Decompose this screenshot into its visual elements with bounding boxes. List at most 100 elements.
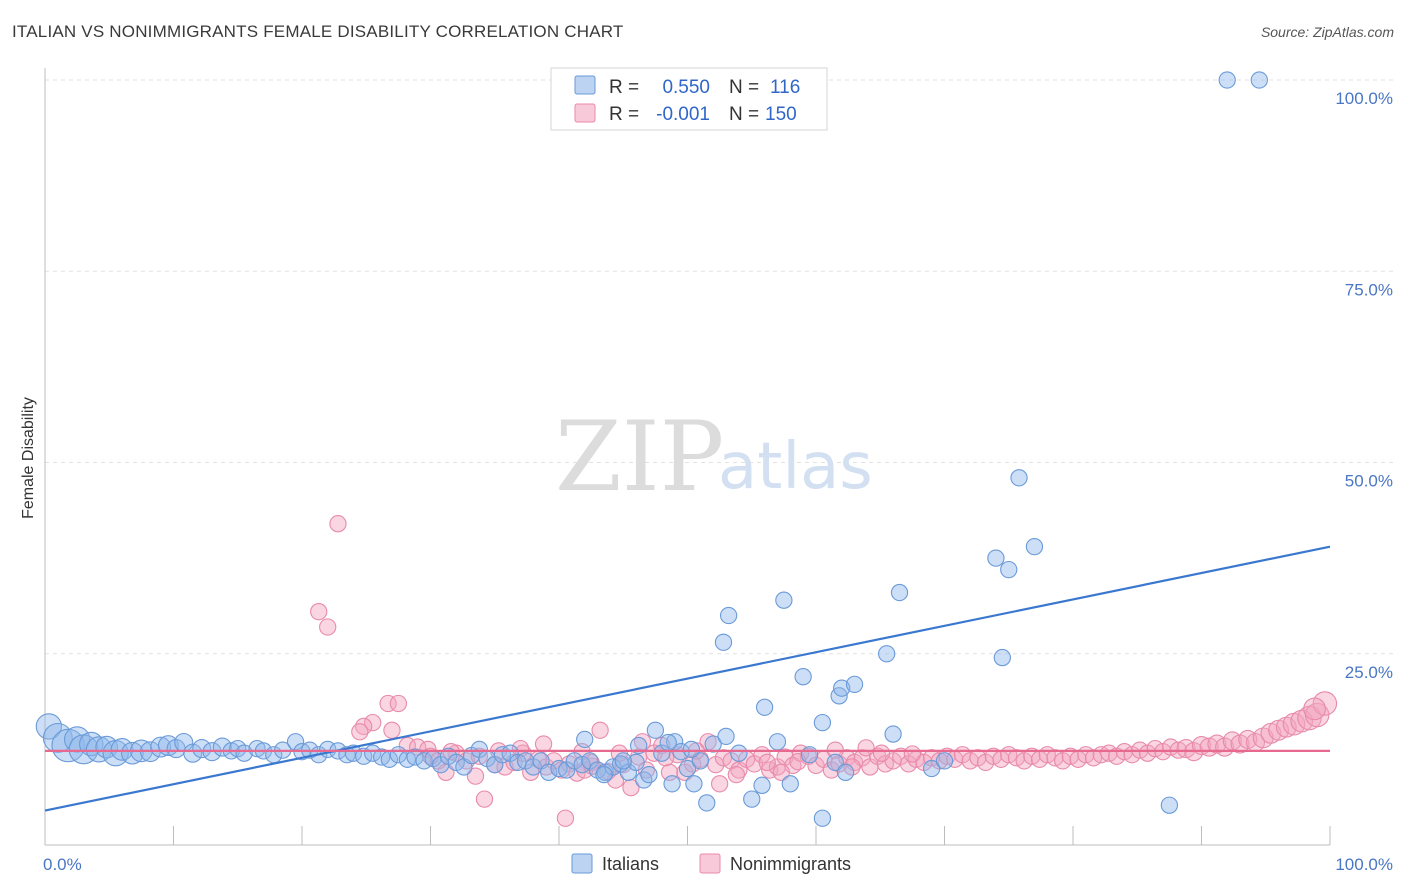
nonimmigrants-point [872,744,891,762]
nonimmigrants-point [772,763,790,781]
legend-n-value-nonimmigrants: 150 [765,104,797,125]
axes [44,68,1331,846]
italians-point [813,809,832,827]
italians-point [1000,560,1018,579]
italians-point [653,744,671,762]
italians-point [714,633,733,651]
nonimmigrants-point [758,753,776,772]
italians-point [890,583,909,602]
legend-n-label-nonimmigrants: N = [729,104,759,125]
italians-point [42,722,73,753]
y-tick-label: 50.0% [1345,472,1393,491]
x-tick-label-min: 0.0% [43,855,82,874]
italians-point [576,730,594,749]
nonimmigrants-point [419,740,437,759]
nonimmigrants-point [710,775,729,793]
y-axis-label: Female Disability [20,397,37,519]
legend-r-label-italians: R = [609,77,639,98]
italians-point [364,744,382,762]
italians-point [355,747,373,765]
italians-point [1025,538,1044,556]
italians-point [987,549,1005,567]
legend-r-value-italians: 0.550 [662,77,710,98]
y-tick-labels: 25.0% 50.0% 75.0% 100.0% [1335,89,1393,682]
nonimmigrants-point [351,723,369,741]
nonimmigrants-point [1176,739,1196,759]
legend-n-value-italians: 116 [770,77,800,98]
trend-lines [44,545,1331,812]
italians-point [659,733,677,752]
nonimmigrants-point [591,721,609,739]
nonimmigrants-point [379,694,397,713]
nonimmigrants-point [857,739,875,757]
italians-point [935,752,954,770]
italians-point [685,775,703,793]
chart-title: ITALIAN VS NONIMMIGRANTS FEMALE DISABILI… [12,22,624,41]
x-tick-labels: 0.0% 100.0% [43,855,1393,874]
italians-point [878,645,896,663]
nonimmigrants-point [1290,709,1314,733]
italians-point [717,727,735,746]
italians-point [923,759,941,778]
italians-point [678,759,697,778]
nonimmigrants-point [475,790,494,808]
italians-point [121,741,144,765]
italians-point [640,765,658,784]
italians-point [813,713,832,732]
italians-point [614,752,632,770]
watermark-atlas: atlas [718,430,873,504]
grid-lines [45,79,1395,655]
stats-legend-box [550,67,828,131]
italians-point [768,733,787,751]
nonimmigrants-point [310,603,328,621]
italians-point [630,736,648,755]
italians-point [406,748,424,766]
italians-point [1250,71,1268,89]
italians-point [781,775,799,793]
italians-point [150,736,172,758]
nonimmigrants-point [466,767,485,785]
italians-point [595,765,613,784]
series-legend-label-nonimmigrants: Nonimmigrants [730,854,851,874]
series-legend-swatch-nonimmigrants [699,853,721,874]
stats-legend: R = 0.550 N = 116 R = -0.001 N = 150 [550,67,828,131]
italians-point [248,739,266,758]
chart-source: Source: ZipAtlas.com [1260,24,1394,40]
legend-r-label-nonimmigrants: R = [609,104,639,125]
italians-point [691,752,710,770]
italians-point [63,726,91,753]
y-tick-label: 75.0% [1345,280,1393,299]
nonimmigrants-point [903,745,922,763]
italians-point [646,721,665,739]
series-legend: Italians Nonimmigrants [571,853,851,874]
italians-point [635,771,653,789]
legend-swatch-italians [574,75,596,95]
italians-point [753,776,771,794]
legend-swatch-nonimmigrants [574,103,596,123]
italians-point [698,794,716,812]
italians-point [833,679,851,697]
nonimmigrants-point [389,694,408,713]
italians-point [993,648,1011,667]
italians-point [730,744,748,762]
watermark-zip: ZIP [555,401,724,513]
nonimmigrants-point [1312,691,1338,716]
italians-point [884,725,902,743]
nonimmigrants-point [1207,734,1227,754]
italians-point [800,746,819,764]
legend-r-value-nonimmigrants: -0.001 [656,104,710,125]
nonimmigrants-point [556,809,575,827]
italians-point [663,775,681,793]
italians-point [540,763,558,781]
series-legend-swatch-italians [571,853,593,874]
series-legend-label-italians: Italians [602,854,659,874]
nonimmigrants-point [1303,697,1326,721]
italians-point [1010,469,1028,487]
nonimmigrants-point [534,735,553,753]
nonimmigrants-point [329,515,347,533]
italians-point [743,790,761,808]
nonimmigrants-point [319,618,337,636]
italians-point [836,763,855,781]
legend-n-label-italians: N = [729,77,759,98]
italians-point [845,675,864,694]
